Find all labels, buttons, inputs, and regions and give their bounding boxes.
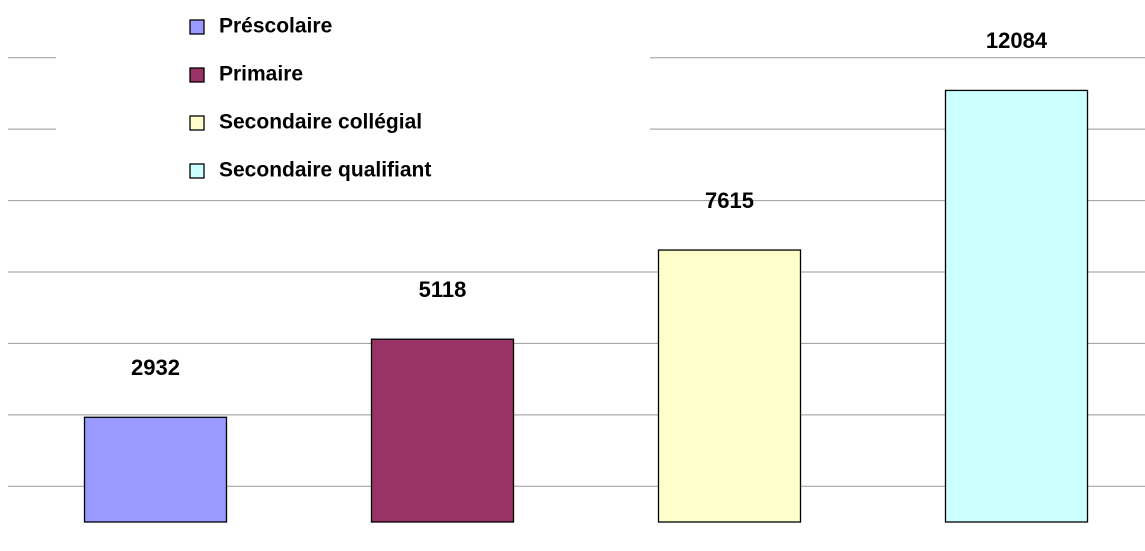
legend-label: Secondaire collégial [219, 111, 422, 134]
data-label: 7615 [705, 188, 754, 213]
legend-label: Secondaire qualifiant [219, 159, 431, 182]
bar [657, 249, 802, 523]
legend-swatch [189, 115, 205, 131]
data-label: 2932 [131, 355, 180, 380]
legend-label: Primaire [219, 63, 303, 86]
legend-swatch [189, 163, 205, 179]
legend-swatch [189, 67, 205, 83]
data-label: 5118 [419, 277, 467, 302]
legend-swatch [189, 19, 205, 35]
bar [370, 338, 515, 523]
data-label: 12084 [986, 28, 1048, 53]
legend-box [56, 4, 650, 194]
legend-label: Préscolaire [219, 15, 332, 38]
bar [944, 89, 1089, 523]
bar [83, 416, 228, 523]
